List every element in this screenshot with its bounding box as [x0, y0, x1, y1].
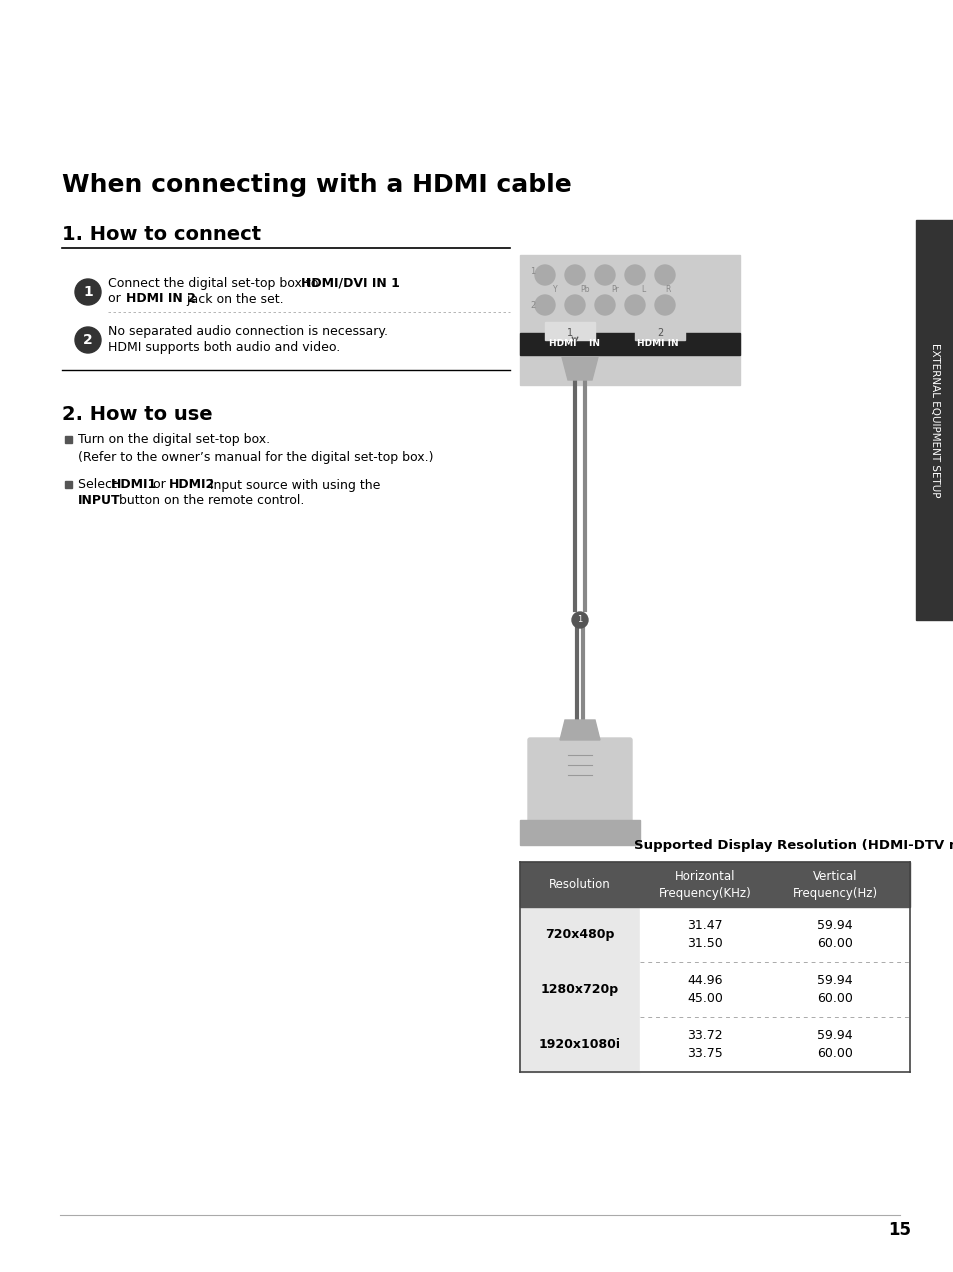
- Bar: [635, 322, 684, 340]
- Bar: [65, 436, 71, 443]
- Text: 2: 2: [657, 328, 662, 338]
- Text: 1: 1: [530, 267, 535, 276]
- Text: 59.94
60.00: 59.94 60.00: [816, 1029, 852, 1060]
- Text: Supported Display Resolution (HDMI-DTV mode): Supported Display Resolution (HDMI-DTV m…: [633, 838, 953, 851]
- Bar: [519, 333, 740, 355]
- Circle shape: [655, 265, 675, 285]
- Text: input source with using the: input source with using the: [206, 478, 380, 491]
- Circle shape: [535, 265, 555, 285]
- Text: 1: 1: [83, 285, 92, 299]
- Text: Pb: Pb: [579, 285, 589, 295]
- Text: (Refer to the owner’s manual for the digital set-top box.): (Refer to the owner’s manual for the dig…: [78, 452, 433, 464]
- Bar: [915, 220, 953, 619]
- Text: HDMI1: HDMI1: [111, 478, 157, 491]
- Bar: [519, 820, 639, 845]
- Text: HDMI/DVI IN 1: HDMI/DVI IN 1: [301, 276, 399, 290]
- Polygon shape: [561, 357, 598, 380]
- Text: 2: 2: [530, 300, 535, 309]
- Text: R: R: [664, 285, 670, 295]
- Text: HDMI2: HDMI2: [169, 478, 215, 491]
- Circle shape: [624, 295, 644, 315]
- Bar: [519, 1018, 639, 1072]
- FancyBboxPatch shape: [527, 738, 631, 822]
- Text: button on the remote control.: button on the remote control.: [115, 495, 304, 508]
- Circle shape: [655, 295, 675, 315]
- Text: Select: Select: [78, 478, 121, 491]
- Text: Pr: Pr: [611, 285, 618, 295]
- Text: 59.94
60.00: 59.94 60.00: [816, 918, 852, 950]
- Text: HDMI    IN: HDMI IN: [549, 340, 599, 349]
- Text: Connect the digital set-top box to: Connect the digital set-top box to: [108, 276, 322, 290]
- Text: jack on the set.: jack on the set.: [183, 293, 283, 305]
- Text: 1: 1: [566, 328, 573, 338]
- Text: No separated audio connection is necessary.: No separated audio connection is necessa…: [108, 324, 388, 337]
- Text: L: L: [640, 285, 644, 295]
- Text: 33.72
33.75: 33.72 33.75: [686, 1029, 722, 1060]
- Text: Vertical
Frequency(Hz): Vertical Frequency(Hz): [792, 870, 877, 899]
- Text: HDMI-DTV OUTPUT: HDMI-DTV OUTPUT: [537, 875, 621, 884]
- Bar: [639, 1018, 909, 1072]
- Text: 2: 2: [83, 333, 92, 347]
- Bar: [544, 322, 595, 340]
- Text: Horizontal
Frequency(KHz): Horizontal Frequency(KHz): [658, 870, 751, 899]
- Text: 1920x1080i: 1920x1080i: [538, 1038, 620, 1051]
- Text: 1280x720p: 1280x720p: [540, 983, 618, 996]
- Circle shape: [75, 279, 101, 305]
- Text: Y: Y: [552, 285, 557, 295]
- Bar: [519, 907, 639, 962]
- Text: 1. How to connect: 1. How to connect: [62, 225, 261, 244]
- Text: 2. How to use: 2. How to use: [62, 406, 213, 425]
- Circle shape: [564, 295, 584, 315]
- Bar: [519, 962, 639, 1018]
- Polygon shape: [559, 720, 599, 740]
- Text: INPUT: INPUT: [78, 495, 120, 508]
- Bar: [639, 907, 909, 962]
- Text: Turn on the digital set-top box.: Turn on the digital set-top box.: [78, 434, 270, 446]
- Text: or: or: [108, 293, 125, 305]
- Circle shape: [595, 265, 615, 285]
- Circle shape: [564, 265, 584, 285]
- Text: 44.96
45.00: 44.96 45.00: [686, 974, 722, 1005]
- Text: HDMI IN: HDMI IN: [637, 340, 679, 349]
- Bar: [65, 481, 71, 488]
- Circle shape: [572, 612, 587, 628]
- Text: HDMI supports both audio and video.: HDMI supports both audio and video.: [108, 341, 340, 354]
- Text: 1: 1: [577, 616, 582, 625]
- Text: 59.94
60.00: 59.94 60.00: [816, 974, 852, 1005]
- Text: 720x480p: 720x480p: [545, 929, 614, 941]
- Bar: [639, 962, 909, 1018]
- Circle shape: [624, 265, 644, 285]
- Text: 15: 15: [887, 1221, 910, 1239]
- Bar: [519, 254, 740, 385]
- Text: Resolution: Resolution: [549, 878, 610, 890]
- Text: EXTERNAL EQUIPMENT SETUP: EXTERNAL EQUIPMENT SETUP: [929, 342, 939, 497]
- Text: or: or: [149, 478, 170, 491]
- Text: 31.47
31.50: 31.47 31.50: [686, 918, 722, 950]
- Circle shape: [75, 327, 101, 354]
- Text: When connecting with a HDMI cable: When connecting with a HDMI cable: [62, 173, 571, 197]
- Circle shape: [535, 295, 555, 315]
- Bar: [519, 862, 909, 907]
- Circle shape: [595, 295, 615, 315]
- Text: HDMI IN 2: HDMI IN 2: [126, 293, 195, 305]
